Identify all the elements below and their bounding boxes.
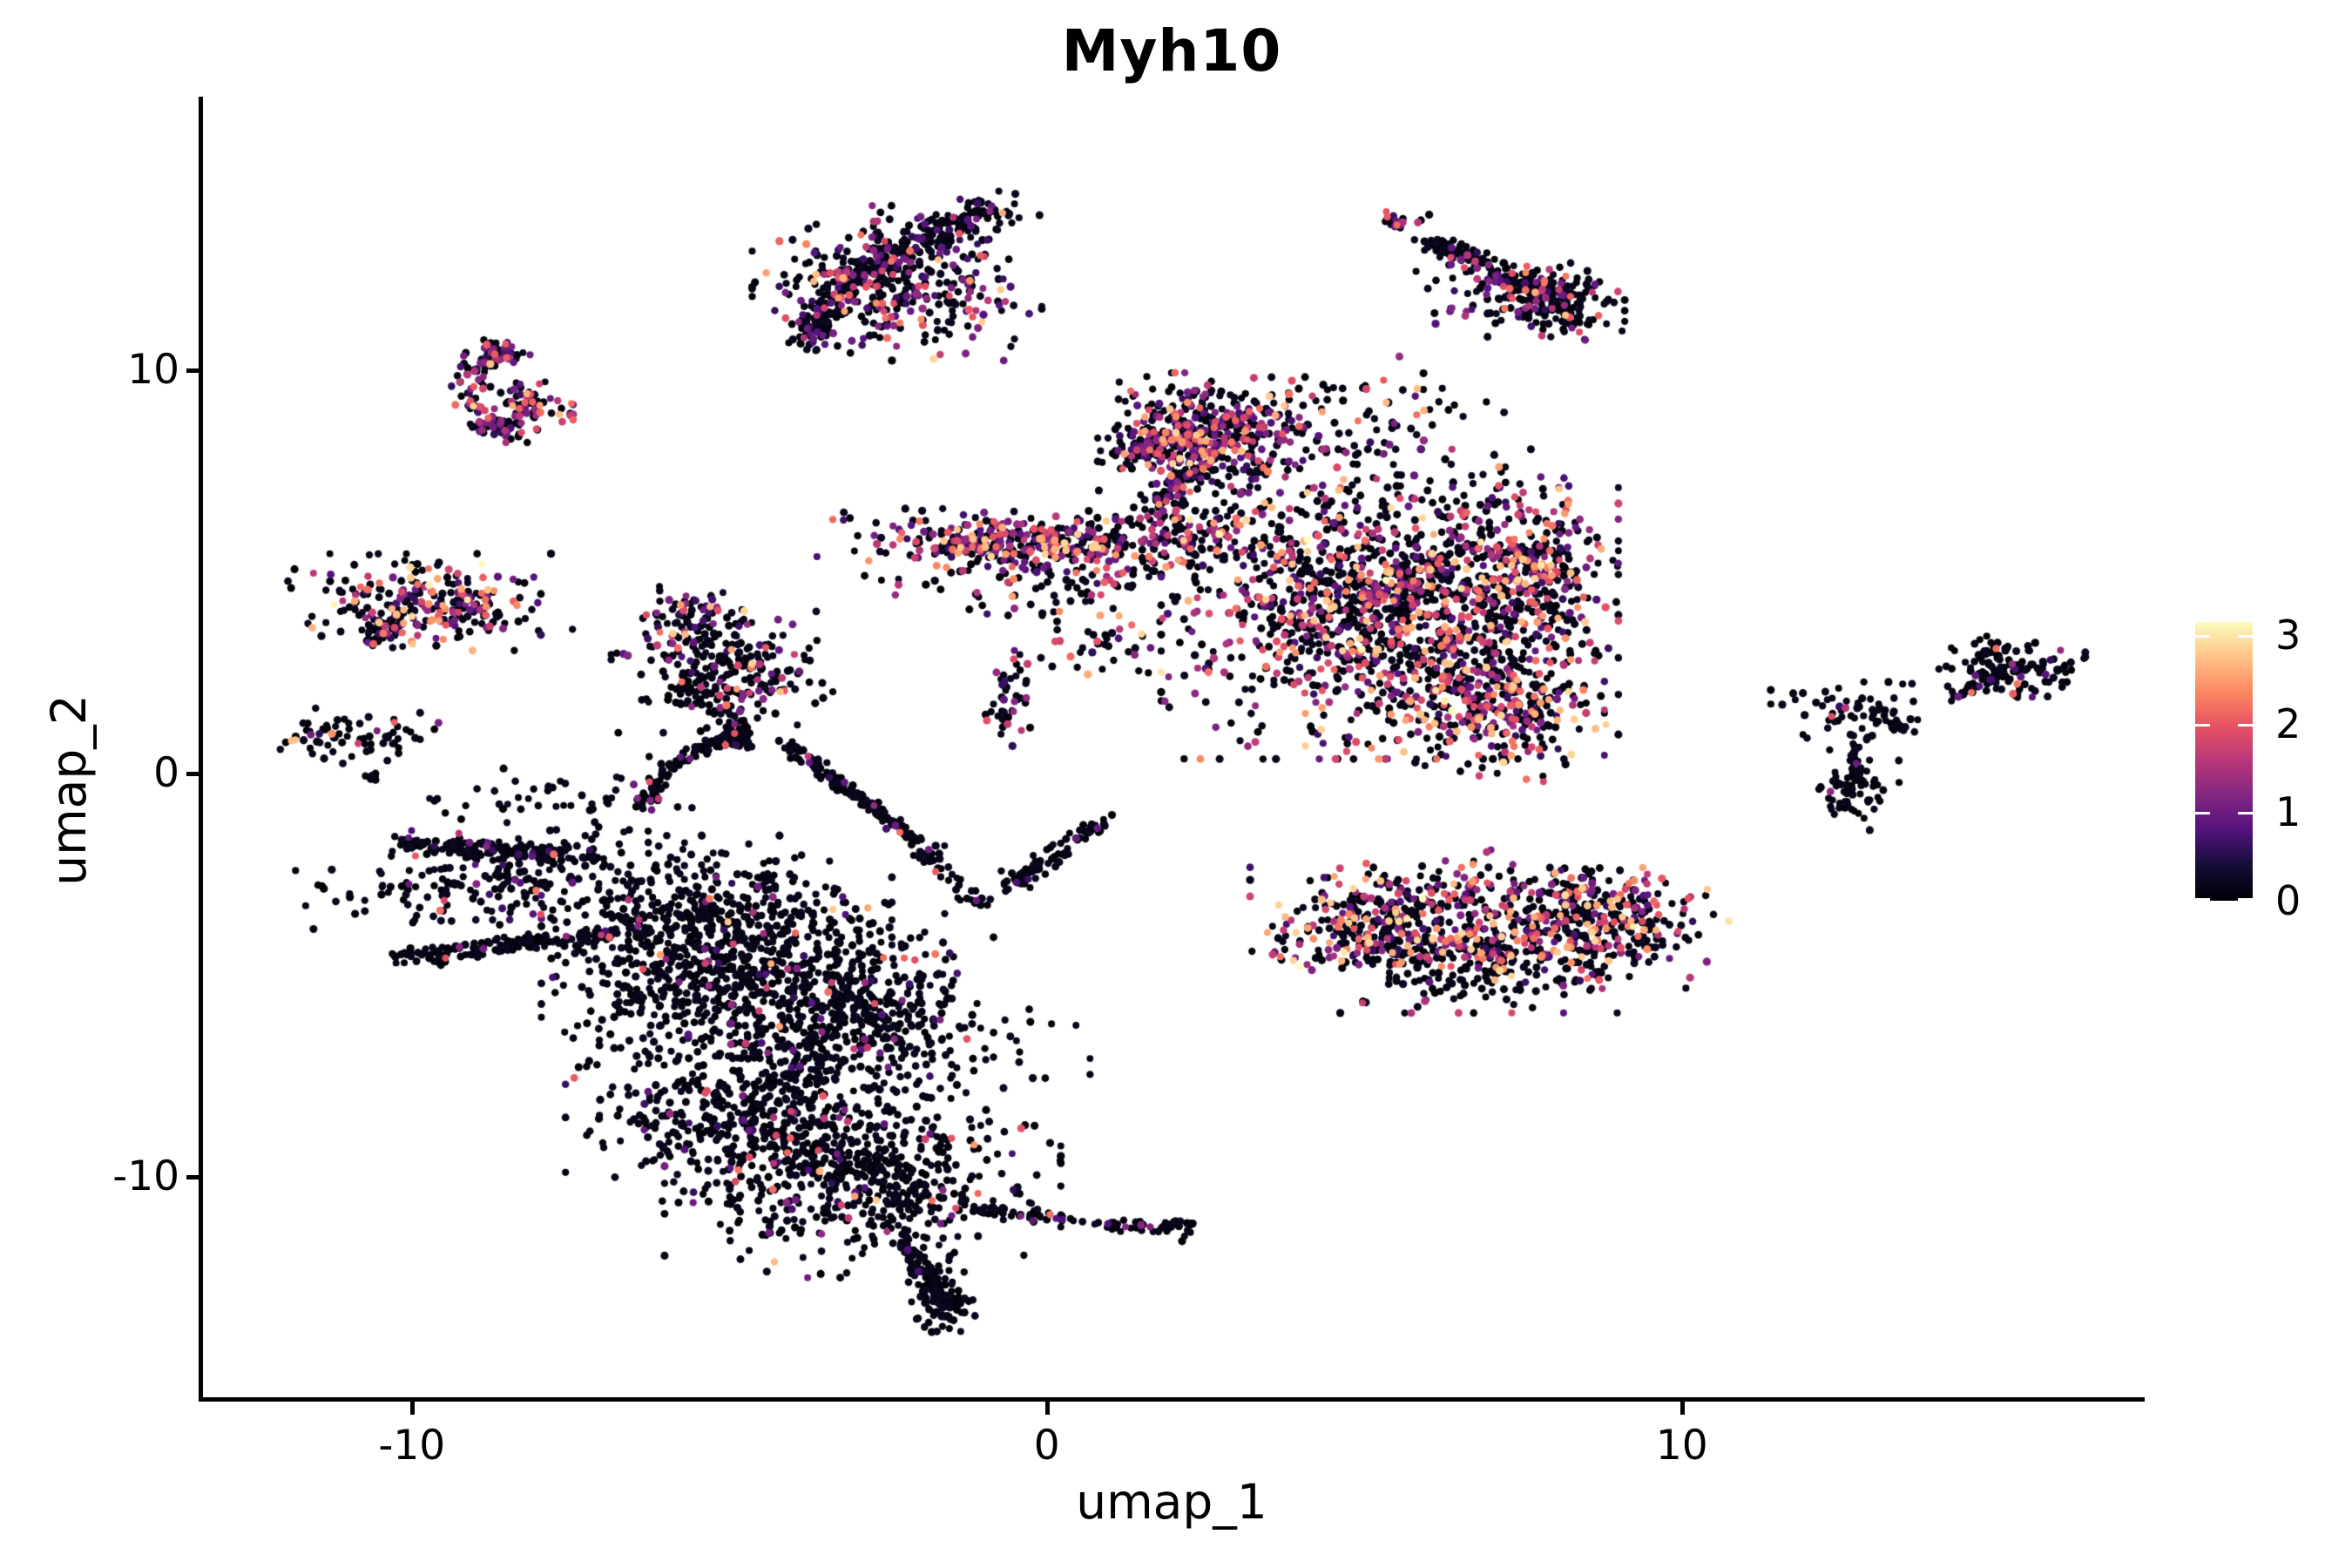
x-axis-tick-label: 10: [1655, 1422, 1708, 1470]
colorbar-tick-notch: [2195, 634, 2210, 638]
colorbar-tick-notch: [2195, 723, 2210, 727]
x-axis-label: umap_1: [1076, 1474, 1267, 1530]
x-axis-line: [199, 1397, 2145, 1402]
y-axis-tick-mark: [186, 1174, 199, 1179]
plot-panel: [200, 98, 2143, 1399]
colorbar-tick-notch: [2238, 723, 2253, 727]
colorbar-tick-notch: [2238, 634, 2253, 638]
colorbar-tick-notch: [2195, 898, 2210, 901]
colorbar-tick-label: 2: [2275, 700, 2301, 747]
colorbar-legend: 3 2 1 0: [2182, 610, 2352, 924]
y-axis-tick-label: 0: [153, 748, 179, 797]
x-axis-tick-mark: [1044, 1402, 1050, 1415]
x-axis-tick-label: 0: [1033, 1422, 1060, 1470]
y-axis-tick-mark: [186, 368, 199, 374]
colorbar-tick-notch: [2238, 812, 2253, 815]
colorbar-tick-label: 1: [2275, 788, 2301, 836]
scatter-canvas: [200, 98, 2143, 1399]
colorbar-tick-notch: [2195, 812, 2210, 815]
colorbar-tick-label: 3: [2275, 611, 2301, 659]
colorbar-tick-notch: [2238, 898, 2253, 901]
colorbar-gradient: [2195, 622, 2253, 901]
plot-title: Myh10: [1061, 17, 1282, 84]
x-axis-tick-mark: [409, 1402, 415, 1415]
y-axis-tick-label: -10: [112, 1152, 179, 1200]
x-axis-tick-mark: [1680, 1402, 1685, 1415]
y-axis-tick-mark: [186, 771, 199, 776]
x-axis-tick-label: -10: [378, 1422, 446, 1470]
y-axis-tick-label: 10: [127, 346, 179, 395]
colorbar-tick-label: 0: [2275, 877, 2301, 924]
y-axis-label: umap_2: [41, 694, 97, 886]
